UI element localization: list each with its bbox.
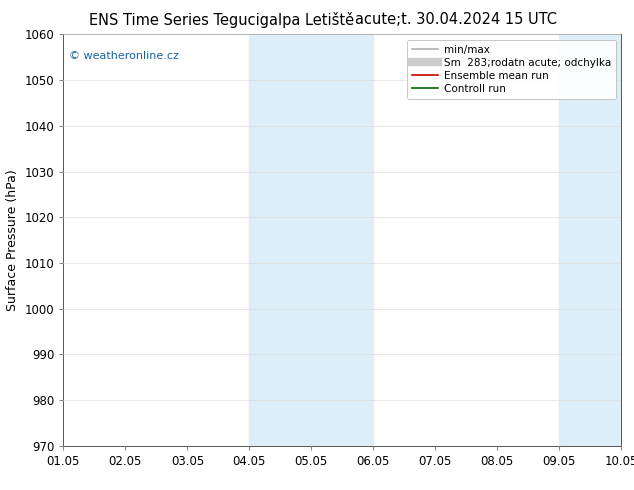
Y-axis label: Surface Pressure (hPa): Surface Pressure (hPa) (6, 169, 19, 311)
Bar (249, 34, 373, 446)
Bar (559, 34, 621, 446)
Text: ENS Time Series Tegucigalpa Letiště: ENS Time Series Tegucigalpa Letiště (89, 12, 354, 28)
Legend: min/max, Sm  283;rodatn acute; odchylka, Ensemble mean run, Controll run: min/max, Sm 283;rodatn acute; odchylka, … (407, 40, 616, 99)
Text: © weatheronline.cz: © weatheronline.cz (69, 51, 179, 61)
Text: acute;t. 30.04.2024 15 UTC: acute;t. 30.04.2024 15 UTC (356, 12, 557, 27)
